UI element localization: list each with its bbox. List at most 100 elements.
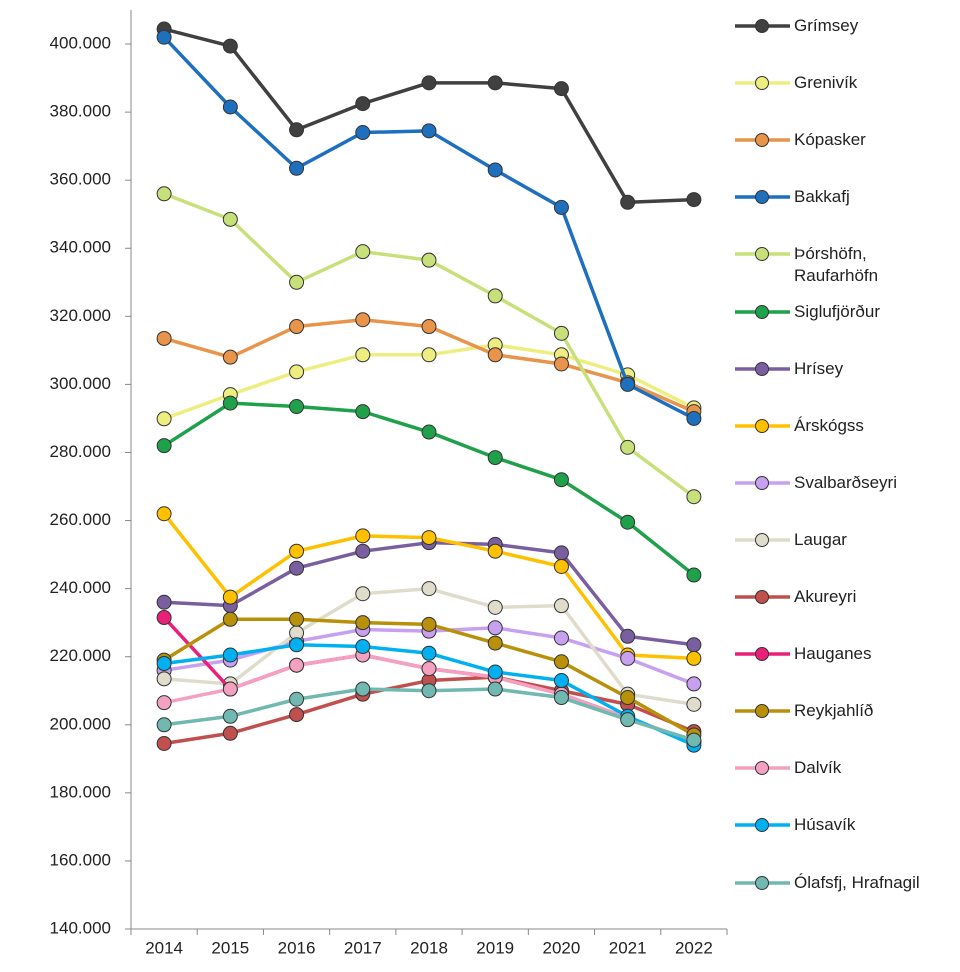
point	[222, 349, 238, 365]
legend-label: Bakkafj	[794, 187, 850, 207]
legend-entry: Grenivík	[732, 72, 944, 94]
y-tick-label: 320.000	[50, 306, 111, 325]
point	[620, 650, 636, 666]
legend-dot	[755, 418, 769, 433]
x-tick-label: 2014	[145, 938, 183, 957]
legend-marker	[735, 475, 790, 490]
point	[156, 186, 172, 202]
point	[289, 160, 305, 176]
point	[553, 673, 569, 689]
y-tick-label: 380.000	[50, 102, 111, 121]
legend-marker	[735, 875, 790, 890]
point	[487, 664, 503, 680]
point	[686, 696, 702, 712]
legend-label: Árskógss	[794, 415, 864, 435]
point	[355, 96, 371, 112]
legend-dot	[755, 304, 769, 319]
legend-dot	[755, 532, 769, 547]
point	[620, 376, 636, 392]
legend-label: Hrísey	[794, 358, 844, 378]
legend-dot	[755, 590, 769, 604]
x-tick-label: 2019	[476, 938, 514, 957]
y-tick-label: 240.000	[50, 578, 111, 597]
legend-label: Húsavík	[794, 815, 856, 835]
point	[156, 506, 172, 522]
point	[355, 125, 371, 141]
legend-dot	[755, 361, 769, 376]
point	[156, 330, 172, 346]
point	[553, 545, 569, 561]
legend-entry: Dalvík	[732, 757, 944, 779]
point	[553, 199, 569, 215]
point	[156, 29, 172, 45]
point	[289, 274, 305, 290]
point	[686, 567, 702, 583]
point	[289, 707, 305, 723]
point	[289, 364, 305, 380]
point	[686, 489, 702, 505]
legend-entry: Kópasker	[732, 129, 944, 151]
point	[156, 656, 172, 672]
legend-entry: Siglufjörður	[732, 301, 944, 323]
point	[686, 676, 702, 692]
y-tick-label: 200.000	[50, 714, 111, 733]
point	[620, 628, 636, 644]
legend-dot	[755, 475, 769, 490]
x-tick-label: 2020	[543, 938, 581, 957]
y-tick-label: 360.000	[50, 170, 111, 189]
point	[421, 530, 437, 546]
point	[289, 637, 305, 653]
legend-label: Siglufjörður	[794, 301, 880, 321]
series-line	[163, 27, 694, 205]
legend-dot	[755, 76, 769, 91]
legend-marker	[735, 133, 790, 148]
y-tick-label: 180.000	[50, 782, 111, 801]
legend-label: Ólafsfj, Hrafnagil	[794, 872, 920, 892]
legend-label: Grímsey	[794, 16, 859, 35]
y-tick-label: 160.000	[50, 850, 111, 869]
point	[289, 399, 305, 415]
point	[222, 647, 238, 663]
legend-dot	[755, 875, 769, 890]
point	[686, 650, 702, 666]
legend-marker	[735, 418, 790, 433]
point	[289, 611, 305, 627]
point	[156, 735, 172, 751]
point	[487, 75, 503, 91]
legend-marker	[735, 704, 790, 719]
point	[553, 690, 569, 706]
point	[487, 162, 503, 178]
legend-label: Grenivík	[794, 73, 858, 93]
legend-marker	[735, 818, 790, 833]
point	[156, 438, 172, 454]
point	[289, 543, 305, 559]
point	[289, 691, 305, 707]
point	[355, 586, 371, 602]
point	[355, 638, 371, 654]
point	[421, 616, 437, 632]
x-tick-label: 2015	[211, 938, 249, 957]
legend-dot	[755, 19, 769, 33]
legend-entry: Húsavík	[732, 814, 944, 836]
point	[355, 404, 371, 420]
point	[553, 81, 569, 97]
point	[156, 594, 172, 610]
legend-label: Svalbarðseyri	[794, 472, 897, 492]
legend-entry: Laugar	[732, 529, 944, 551]
point	[222, 99, 238, 115]
point	[421, 661, 437, 677]
point	[421, 252, 437, 268]
point	[222, 395, 238, 411]
point	[289, 560, 305, 576]
point	[289, 657, 305, 673]
point	[355, 543, 371, 559]
point	[156, 610, 172, 626]
legend-entry: Hrísey	[732, 358, 944, 380]
legend-entry: Grímsey	[732, 15, 944, 37]
point	[620, 514, 636, 530]
legend-marker	[735, 304, 790, 319]
legend-label: Kópasker	[794, 130, 866, 150]
point	[222, 589, 238, 605]
x-tick-label: 2022	[675, 938, 713, 957]
legend-dot	[755, 704, 769, 719]
